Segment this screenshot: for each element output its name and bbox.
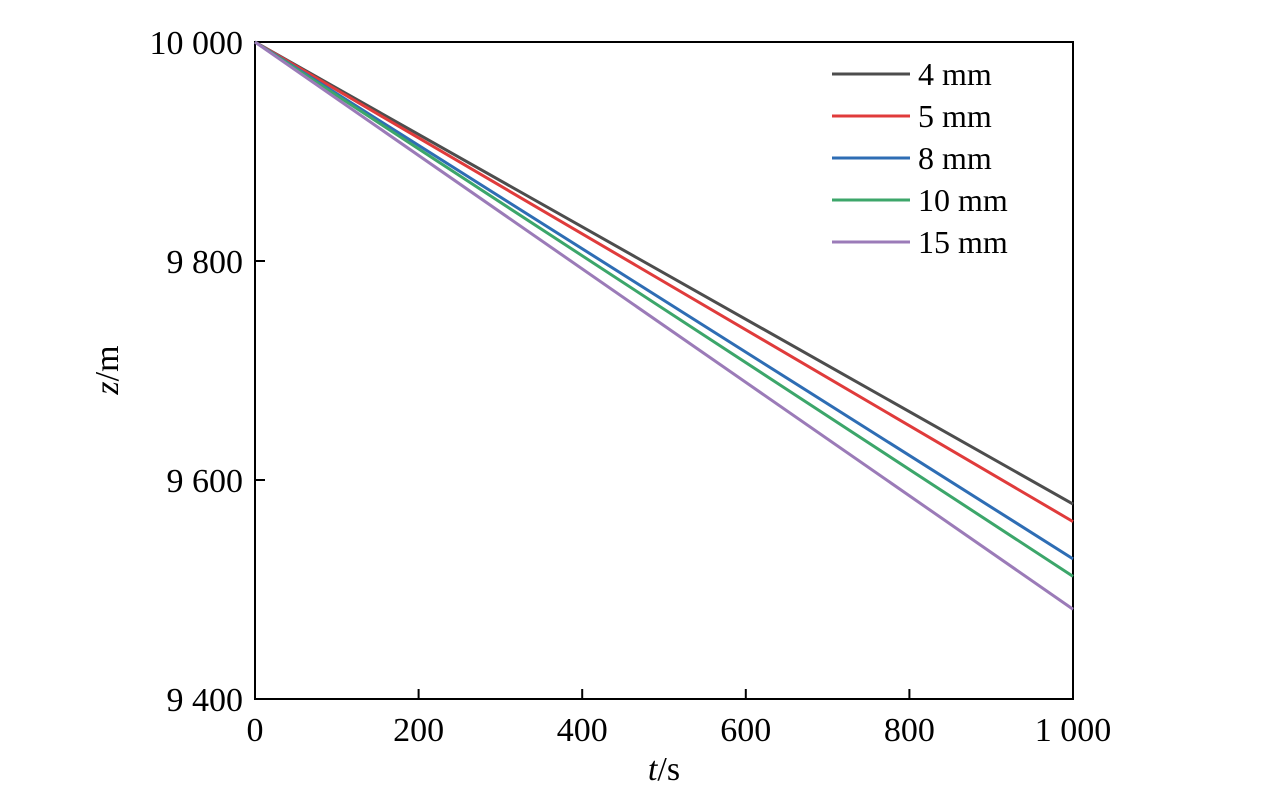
x-tick-label: 800 [884, 712, 935, 749]
x-tick-label: 600 [720, 712, 771, 749]
legend-entry: 10 mm [918, 182, 1008, 218]
y-tick-label: 9 800 [167, 244, 244, 281]
series-line-10-mm [254, 40, 1074, 578]
series-line-4-mm [254, 40, 1074, 506]
x-tick-label: 400 [557, 712, 608, 749]
x-tick-label: 1 000 [1035, 712, 1112, 749]
plot-frame [254, 41, 1074, 700]
legend-entry: 15 mm [918, 224, 1008, 260]
y-tick-label: 9 400 [167, 682, 244, 719]
legend-entry: 4 mm [918, 56, 992, 92]
x-tick-label: 0 [247, 712, 264, 749]
y-axis-label: z/m [89, 345, 126, 395]
x-axis: 0 200 400 600 800 1 000 [247, 689, 1112, 749]
series-layer [254, 40, 1074, 611]
y-tick-label: 9 600 [167, 463, 244, 500]
series-line-8-mm [254, 40, 1074, 561]
series-line-5-mm [254, 40, 1074, 523]
legend-entry: 5 mm [918, 98, 992, 134]
y-tick-label: 10 000 [150, 25, 244, 62]
legend: 4 mm 5 mm 8 mm 10 mm 15 mm [832, 56, 1008, 260]
x-axis-label: t/s [648, 751, 680, 786]
series-line-15-mm [254, 40, 1074, 611]
x-tick-label: 200 [393, 712, 444, 749]
y-axis: 9 400 9 600 9 800 10 000 [150, 25, 265, 719]
legend-entry: 8 mm [918, 140, 992, 176]
